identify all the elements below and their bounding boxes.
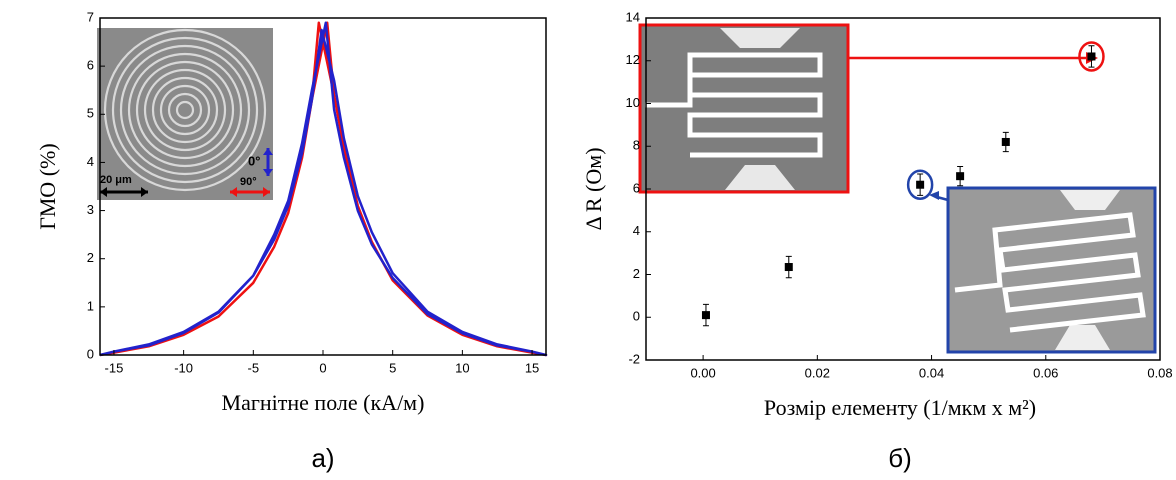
inset-scale-label: 20 μm bbox=[100, 174, 132, 186]
y-tick-label: 7 bbox=[87, 9, 94, 24]
data-point bbox=[1001, 137, 1010, 146]
panel-caption: а) bbox=[311, 443, 334, 473]
y-axis-label: Δ R (Ом) bbox=[581, 147, 606, 230]
y-tick-label: 8 bbox=[633, 138, 640, 153]
x-tick-label: 0.02 bbox=[805, 365, 830, 380]
legend-label: 90° bbox=[240, 176, 257, 188]
data-point bbox=[956, 172, 965, 181]
x-tick-label: 15 bbox=[525, 360, 539, 375]
x-tick-label: 0 bbox=[319, 360, 326, 375]
x-tick-label: 5 bbox=[389, 360, 396, 375]
highlight-circle bbox=[906, 169, 934, 200]
x-tick-label: -10 bbox=[174, 360, 193, 375]
highlight-circle bbox=[1078, 41, 1105, 72]
inset-image-spiral bbox=[97, 28, 273, 200]
y-tick-label: 6 bbox=[87, 58, 94, 73]
y-tick-label: 12 bbox=[626, 52, 640, 67]
data-point bbox=[784, 263, 793, 272]
x-tick-label: 0.04 bbox=[919, 365, 944, 380]
x-tick-label: 0.06 bbox=[1033, 365, 1058, 380]
y-tick-label: 14 bbox=[626, 9, 640, 24]
y-tick-label: 1 bbox=[87, 298, 94, 313]
y-tick-label: 2 bbox=[87, 250, 94, 265]
x-tick-label: 10 bbox=[455, 360, 469, 375]
x-tick-label: -15 bbox=[105, 360, 124, 375]
x-axis-label: Розмір елементу (1/мкм x м²) bbox=[764, 395, 1036, 420]
x-tick-label: 0.00 bbox=[690, 365, 715, 380]
legend-label: 0° bbox=[248, 153, 260, 168]
data-point bbox=[1087, 52, 1096, 61]
y-tick-label: 2 bbox=[633, 266, 640, 281]
x-tick-label: 0.08 bbox=[1147, 365, 1172, 380]
y-tick-label: 3 bbox=[87, 202, 94, 217]
y-tick-label: 0 bbox=[633, 309, 640, 324]
data-point bbox=[916, 180, 925, 189]
x-tick-label: -5 bbox=[248, 360, 260, 375]
x-axis-label: Магнітне поле (кА/м) bbox=[222, 390, 425, 415]
y-tick-label: 0 bbox=[87, 346, 94, 361]
y-axis-label: ГМО (%) bbox=[35, 143, 60, 229]
y-tick-label: -2 bbox=[628, 351, 640, 366]
panel-caption: б) bbox=[888, 443, 912, 473]
data-point bbox=[701, 311, 710, 320]
inset-image-meander-large bbox=[638, 23, 850, 194]
y-tick-label: 4 bbox=[633, 223, 640, 238]
y-tick-label: 4 bbox=[87, 154, 94, 169]
y-tick-label: 5 bbox=[87, 106, 94, 121]
y-tick-label: 10 bbox=[626, 95, 640, 110]
inset-image-meander-small bbox=[946, 186, 1157, 354]
pointer-arrowhead bbox=[929, 191, 939, 200]
y-tick-label: 6 bbox=[633, 180, 640, 195]
